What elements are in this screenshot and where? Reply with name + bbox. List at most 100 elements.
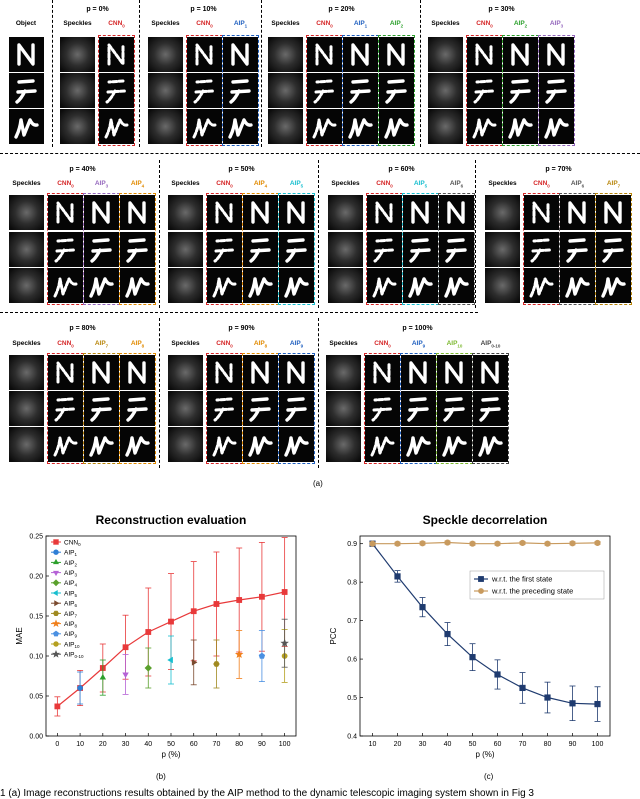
column-label: CNN0 xyxy=(216,340,233,349)
x-tick-label: 90 xyxy=(569,741,577,748)
data-point xyxy=(54,703,61,710)
column-label: AIP6 xyxy=(570,180,585,189)
reconstruction-image xyxy=(343,73,378,108)
column-label: AIP8 xyxy=(130,340,145,349)
column-label: CNN0 xyxy=(216,180,233,189)
speckle-image xyxy=(428,73,463,108)
y-tick-label: 0.5 xyxy=(347,695,357,702)
x-tick-label: 70 xyxy=(519,741,527,748)
speckle-image xyxy=(168,232,203,267)
x-tick-label: 60 xyxy=(494,741,502,748)
data-point xyxy=(281,589,288,595)
x-tick-label: 80 xyxy=(235,741,243,748)
y-tick-label: 0.20 xyxy=(29,574,43,581)
legend: w.r.t. the first state w.r.t. the precedi… xyxy=(469,570,605,600)
column-frame xyxy=(119,193,156,305)
object-label: Object xyxy=(15,20,37,27)
legend-marker xyxy=(53,539,59,545)
column-frame xyxy=(472,353,509,464)
divider xyxy=(318,160,319,308)
reconstruction-image xyxy=(401,427,436,462)
series xyxy=(122,653,129,695)
column-label: CNN0 xyxy=(374,340,391,349)
reconstruction-image xyxy=(379,109,414,144)
x-tick-label: 40 xyxy=(144,741,152,748)
reconstruction-image xyxy=(560,195,595,230)
x-tick-label: 60 xyxy=(190,741,198,748)
reconstruction-image xyxy=(48,232,83,267)
speckle-image xyxy=(9,232,44,267)
panel-title: p = 80% xyxy=(69,325,96,332)
legend-marker xyxy=(53,610,59,616)
column-label: AIP5 xyxy=(413,180,428,189)
data-point xyxy=(258,652,266,659)
column-label: AIP6 xyxy=(449,180,464,189)
chart-title: Reconstruction evaluation xyxy=(96,513,247,527)
data-point xyxy=(145,629,152,635)
reconstruction-image xyxy=(401,355,436,390)
data-point xyxy=(594,700,601,708)
reconstruction-image xyxy=(223,73,258,108)
reconstruction-image xyxy=(243,232,278,267)
speckles-label: Speckles xyxy=(12,340,41,347)
x-tick-label: 0 xyxy=(55,741,59,748)
reconstruction-image xyxy=(596,268,631,303)
series xyxy=(144,647,152,689)
speckles-label: Speckles xyxy=(12,180,41,187)
column-label: AIP5 xyxy=(289,180,304,189)
speckle-image xyxy=(9,391,44,426)
data-point xyxy=(168,618,174,625)
reconstruction-image xyxy=(467,37,502,72)
reconstruction-image xyxy=(467,73,502,108)
y-tick-label: 0.8 xyxy=(347,580,357,587)
reconstruction-image xyxy=(187,73,222,108)
speckle-image xyxy=(326,427,361,462)
legend-marker xyxy=(52,579,60,587)
panel-title: p = 50% xyxy=(228,166,255,173)
data-point xyxy=(494,671,501,678)
speckle-image xyxy=(168,391,203,426)
data-point xyxy=(569,540,576,547)
legend-label: AIP2 xyxy=(64,560,77,568)
reconstruction-image xyxy=(437,355,472,390)
column-label: AIP1 xyxy=(353,20,368,29)
x-tick-label: 40 xyxy=(444,741,452,748)
figure-c-label: (c) xyxy=(484,772,494,781)
reconstruction-image xyxy=(120,427,155,462)
legend-marker xyxy=(478,588,484,594)
reconstruction-image xyxy=(437,427,472,462)
data-point xyxy=(544,540,551,547)
x-tick-label: 50 xyxy=(469,741,477,748)
reconstruction-image xyxy=(120,268,155,303)
speckle-image xyxy=(268,109,303,144)
reconstruction-image xyxy=(379,37,414,72)
series xyxy=(77,671,84,705)
reconstruction-image xyxy=(207,391,242,426)
reconstruction-image xyxy=(9,109,44,144)
series xyxy=(234,629,244,679)
column-label: AIP1 xyxy=(233,20,248,29)
reconstruction-image xyxy=(223,37,258,72)
x-tick-label: 10 xyxy=(369,741,377,748)
x-tick-label: 100 xyxy=(592,741,604,748)
reconstruction-image xyxy=(503,109,538,144)
y-tick-label: 0.7 xyxy=(347,618,357,625)
data-point xyxy=(77,685,83,691)
series xyxy=(99,659,107,696)
column-frame xyxy=(222,35,259,146)
data-point xyxy=(469,654,476,661)
panel-title: p = 60% xyxy=(388,166,415,173)
reconstruction-image xyxy=(279,232,314,267)
legend-label: AIP0-10 xyxy=(64,652,84,660)
reconstruction-image xyxy=(560,268,595,303)
reconstruction-image xyxy=(120,355,155,390)
speckles-label: Speckles xyxy=(329,340,358,347)
reconstruction-image xyxy=(99,73,134,108)
column-frame xyxy=(98,35,135,146)
reconstruction-image xyxy=(84,355,119,390)
reconstruction-image xyxy=(120,391,155,426)
reconstruction-image xyxy=(279,355,314,390)
column-label: AIP8 xyxy=(253,340,268,349)
reconstruction-image xyxy=(243,427,278,462)
data-point xyxy=(234,649,244,659)
